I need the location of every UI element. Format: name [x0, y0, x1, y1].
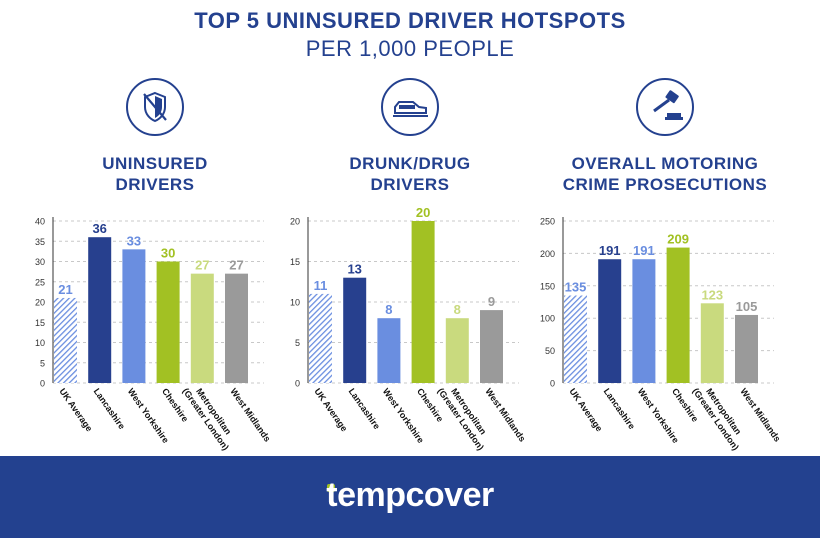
data-label: 27: [229, 258, 243, 273]
panel-title-line: CRIME PROSECUTIONS: [562, 175, 768, 194]
bar: [598, 259, 622, 383]
data-label: 8: [454, 302, 461, 317]
bar: [700, 303, 724, 383]
y-tick-label: 5: [295, 338, 300, 348]
data-label: 191: [599, 243, 621, 258]
car-icon: [381, 78, 439, 136]
y-tick-label: 0: [295, 379, 300, 389]
y-tick-label: 15: [35, 318, 45, 328]
panel-title-line: DRIVERS: [370, 175, 450, 194]
y-tick-label: 40: [35, 217, 45, 227]
data-label: 13: [347, 262, 361, 277]
bar: [343, 277, 367, 383]
page-title: TOP 5 UNINSURED DRIVER HOTSPOTS: [194, 8, 626, 33]
x-tick-label: UK Average: [312, 386, 349, 433]
bar: [480, 310, 503, 383]
y-tick-label: 250: [540, 217, 555, 227]
panel-title-drunk-drug: DRUNK/DRUG DRIVERS: [280, 153, 540, 195]
y-tick-label: 10: [290, 298, 300, 308]
bar: [309, 293, 332, 383]
chart-motoring-prosecutions: 0 50 100 150 200 250 135 UK Average 191 Lancashir…: [540, 217, 783, 453]
x-tick-label: West Midlands: [228, 386, 272, 443]
data-label: 135: [565, 280, 587, 295]
y-tick-label: 35: [35, 237, 45, 247]
data-label: 20: [416, 205, 430, 220]
y-tick-label: 0: [550, 379, 555, 389]
x-tick-label: West Midlands: [738, 386, 782, 443]
bar: [156, 261, 180, 383]
y-tick-label: 100: [540, 314, 555, 324]
logo-dot: [327, 484, 335, 492]
bar: [377, 318, 401, 383]
bar: [445, 318, 469, 383]
y-tick-label: 25: [35, 277, 45, 287]
y-tick-label: 0: [40, 379, 45, 389]
bar: [225, 273, 248, 383]
bar: [666, 247, 690, 383]
chart-uninsured-drivers: 0 5 10 15 20 25 30 35 40 21 UK Average 36 Lancashire…: [35, 217, 273, 453]
gavel-icon: [636, 78, 694, 136]
data-label: 209: [667, 232, 689, 247]
bar: [632, 259, 656, 383]
y-tick-label: 50: [545, 346, 555, 356]
x-tick-label: Lancashire: [347, 386, 382, 431]
bar: [190, 273, 214, 383]
shield-slash-icon: [126, 78, 184, 136]
data-label: 33: [127, 233, 141, 248]
panel-title-line: DRUNK/DRUG: [349, 154, 471, 173]
y-tick-label: 20: [35, 298, 45, 308]
bar: [88, 237, 112, 383]
data-label: 9: [488, 294, 495, 309]
panel-title-line: DRIVERS: [115, 175, 195, 194]
panel-title-uninsured: UNINSURED DRIVERS: [25, 153, 285, 195]
x-tick-label: UK Average: [567, 386, 604, 433]
y-tick-label: 150: [540, 281, 555, 291]
x-tick-label: UK Average: [57, 386, 94, 433]
data-label: 21: [58, 282, 72, 297]
x-tick-label: Lancashire: [92, 386, 127, 431]
data-label: 30: [161, 246, 175, 261]
bar: [564, 295, 587, 383]
y-tick-label: 30: [35, 257, 45, 267]
panel-title-line: OVERALL MOTORING: [571, 154, 759, 173]
panel-title-line: UNINSURED: [102, 154, 208, 173]
y-tick-label: 5: [40, 358, 45, 368]
footer-bar: [0, 456, 820, 538]
data-label: 105: [736, 299, 758, 314]
data-label: 123: [701, 287, 723, 302]
bar: [54, 297, 77, 383]
page-subtitle: PER 1,000 PEOPLE: [305, 36, 515, 61]
tempcover-logo: tempcover: [326, 476, 494, 514]
data-label: 11: [314, 278, 328, 293]
y-tick-label: 200: [540, 249, 555, 259]
data-label: 36: [92, 221, 106, 236]
data-label: 191: [633, 243, 655, 258]
bar: [735, 314, 758, 383]
data-label: 8: [385, 302, 392, 317]
x-tick-label: West Midlands: [483, 386, 527, 443]
y-tick-label: 15: [290, 257, 300, 267]
y-tick-label: 10: [35, 338, 45, 348]
bar: [411, 221, 435, 383]
bar: [122, 249, 146, 383]
x-tick-label: Lancashire: [602, 386, 637, 431]
panel-title-prosecutions: OVERALL MOTORING CRIME PROSECUTIONS: [535, 153, 795, 195]
data-label: 27: [195, 258, 209, 273]
y-tick-label: 20: [290, 217, 300, 227]
